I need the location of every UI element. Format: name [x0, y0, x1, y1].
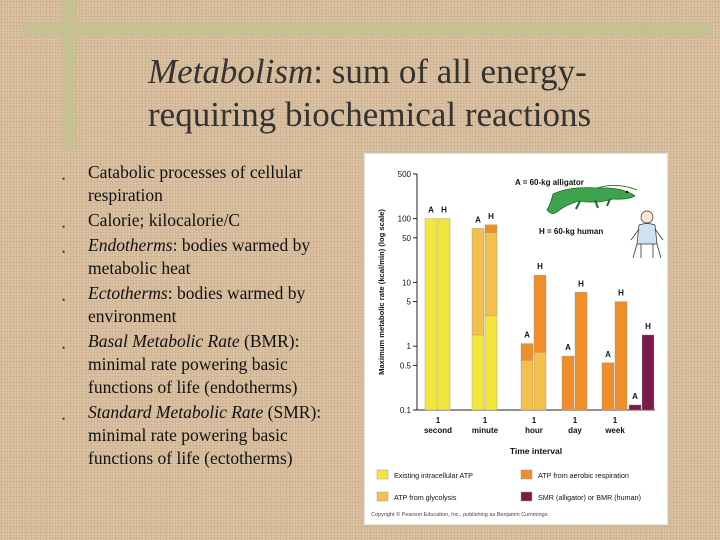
bullet-dot: •: [62, 247, 66, 257]
bullet-text: : bodies warmed by environment: [88, 283, 306, 326]
bar-letter-label: A: [524, 331, 530, 340]
bullet-item: • Basal Metabolic Rate (BMR): minimal rat…: [62, 330, 352, 399]
bar-segment-glycolysis: [484, 232, 498, 316]
bar-segment-aerobic: [601, 362, 615, 411]
y-tick-label: 0.5: [400, 361, 412, 370]
y-tick-label: 0.1: [400, 406, 412, 415]
legend-label-glycolysis: ATP from glycolysis: [394, 493, 457, 502]
bullet-item: • Catabolic processes of cellular respira…: [62, 161, 352, 207]
bullet-dot: •: [62, 343, 66, 353]
y-tick-label: 100: [398, 215, 412, 224]
legend-swatch-glycolysis: [376, 491, 389, 502]
bar-segment-atp: [437, 218, 451, 411]
x-tick-label: second: [424, 426, 452, 435]
bullet-item: • Ectotherms: bodies warmed by environmen…: [62, 282, 352, 328]
bar-letter-label: A: [565, 343, 571, 352]
x-tick-label: 1: [573, 416, 578, 425]
bar-segment-aerobic: [561, 355, 575, 411]
bullet-dot: •: [62, 414, 66, 424]
bar-segment-glycolysis: [471, 228, 485, 336]
metabolic-rate-figure: 0.1 0.5 1 5 10 50 100 500 Maximum metabolic rate…: [364, 153, 668, 525]
legend-label-atp: Existing intracellular ATP: [394, 471, 473, 480]
bar-letter-label: H: [578, 279, 584, 288]
bar-segment-aerobic: [484, 224, 498, 233]
bar-letter-label: A: [605, 350, 611, 359]
legend-swatch-atp: [376, 469, 389, 480]
x-tick-label: hour: [525, 426, 543, 435]
x-tick-label: 1: [613, 416, 618, 425]
bar-letter-label: A: [632, 392, 638, 401]
bullet-dot: •: [62, 174, 66, 184]
bullet-term: Basal Metabolic Rate: [88, 331, 240, 351]
bar-segment-atp: [424, 218, 438, 411]
y-tick-label: 10: [402, 278, 411, 287]
human-annotation: H = 60-kg human: [539, 227, 603, 236]
bar-segment-atp: [484, 315, 498, 411]
bar-segment-aerobic: [614, 301, 628, 411]
bullet-text: (BMR): minimal rate powering basic funct…: [88, 331, 300, 397]
bullet-text: : bodies warmed by metabolic heat: [88, 235, 311, 278]
alligator-illustration: [546, 185, 638, 214]
decorative-vertical-bar: [62, 0, 76, 150]
bullet-text: Catabolic processes of cellular respirat…: [88, 162, 303, 205]
metabolic-rate-chart: 0.1 0.5 1 5 10 50 100 500 Maximum metabolic rate…: [376, 170, 664, 502]
bullet-list: • Catabolic processes of cellular respira…: [62, 161, 352, 472]
bullet-text: (SMR): minimal rate powering basic funct…: [88, 402, 322, 468]
legend-label-smr: SMR (alligator) or BMR (human): [538, 493, 641, 502]
y-tick-label: 500: [398, 170, 412, 179]
title-rest: : sum of all energy-requiring biochemica…: [148, 52, 592, 134]
bar-letter-label: A: [428, 206, 434, 215]
bar-segment-glycolysis: [520, 360, 534, 411]
decorative-horizontal-bar: [22, 22, 712, 36]
legend-swatch-smr: [520, 491, 533, 502]
bar-segment-aerobic: [520, 343, 534, 361]
bar-letter-label: H: [645, 322, 651, 331]
bullet-item: • Endotherms: bodies warmed by metabolic …: [62, 234, 352, 280]
bar-segment-smr: [641, 334, 655, 411]
y-tick-label: 5: [407, 298, 412, 307]
x-tick-label: 1: [532, 416, 537, 425]
bullet-dot: •: [62, 222, 66, 232]
bar-letter-label: H: [441, 206, 447, 215]
x-tick-label: 1: [436, 416, 441, 425]
legend-swatch-aerobic: [520, 469, 533, 480]
human-illustration: [630, 210, 664, 259]
legend-label-aerobic: ATP from aerobic respiration: [538, 471, 629, 480]
bar-letter-label: A: [475, 215, 481, 224]
y-tick-label: 50: [402, 234, 411, 243]
bar-segment-aerobic: [533, 274, 547, 353]
bullet-item: • Calorie; kilocalorie/C: [62, 209, 352, 232]
x-tick-label: day: [568, 426, 582, 435]
bullet-term: Standard Metabolic Rate: [88, 402, 264, 422]
bullet-item: • Standard Metabolic Rate (SMR): minimal …: [62, 401, 352, 470]
bar-letter-label: H: [537, 262, 543, 271]
bullet-term: Ectotherms: [88, 283, 168, 303]
x-tick-label: 1: [483, 416, 488, 425]
y-tick-label: 1: [407, 342, 412, 351]
alligator-annotation: A = 60-kg alligator: [515, 178, 584, 187]
copyright-text: Copyright © Pearson Education, Inc., pub…: [371, 512, 550, 518]
x-axis-label: Time interval: [510, 446, 562, 456]
bar-letter-label: H: [618, 289, 624, 298]
bar-letter-label: H: [488, 212, 494, 221]
x-tick-label: minute: [472, 426, 499, 435]
y-axis-label: Maximum metabolic rate (kcal/min) (log s…: [377, 209, 386, 375]
bar-segment-atp: [471, 334, 485, 411]
bullet-text: Calorie; kilocalorie/C: [88, 210, 241, 230]
title-italic: Metabolism: [148, 52, 314, 91]
bullet-dot: •: [62, 295, 66, 305]
bullet-term: Endotherms: [88, 235, 173, 255]
bar-segment-smr: [628, 404, 642, 411]
x-tick-label: week: [604, 426, 625, 435]
slide-title: Metabolism: sum of all energy-requiring …: [148, 50, 708, 136]
bar-segment-glycolysis: [533, 352, 547, 411]
bar-segment-aerobic: [574, 292, 588, 411]
